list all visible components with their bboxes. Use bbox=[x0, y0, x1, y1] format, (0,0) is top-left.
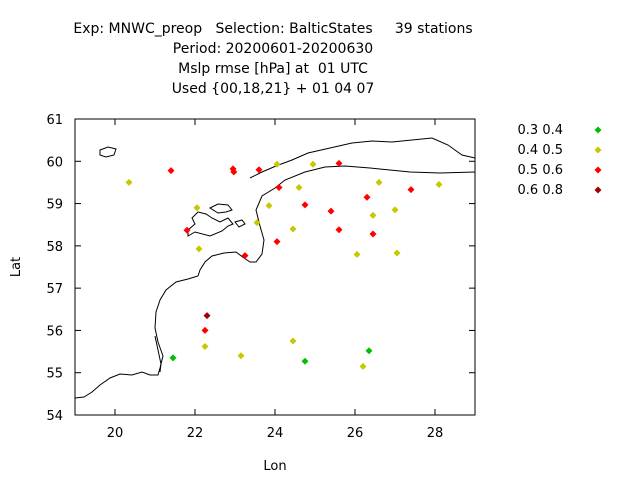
y-tick-label: 60 bbox=[46, 155, 63, 170]
data-point-series-1 bbox=[369, 211, 377, 219]
x-tick-label: 26 bbox=[347, 426, 364, 441]
data-point-series-1 bbox=[237, 352, 245, 360]
data-point-series-2 bbox=[407, 186, 415, 194]
data-point-series-2 bbox=[183, 226, 191, 234]
data-point-series-2 bbox=[167, 167, 175, 175]
data-point-series-0 bbox=[169, 354, 177, 362]
y-tick-label: 57 bbox=[46, 282, 63, 297]
y-tick-label: 59 bbox=[46, 198, 63, 213]
chart-title-line-4: Used {00,18,21} + 01 04 07 bbox=[171, 81, 375, 97]
y-tick-label: 56 bbox=[46, 324, 63, 339]
data-point-series-3 bbox=[203, 312, 211, 320]
data-point-series-1 bbox=[391, 206, 399, 214]
data-point-series-1 bbox=[375, 178, 383, 186]
data-point-series-1 bbox=[435, 181, 443, 189]
data-point-series-1 bbox=[295, 184, 303, 192]
data-point-series-1 bbox=[289, 337, 297, 345]
data-point-series-1 bbox=[353, 250, 361, 258]
x-tick-label: 20 bbox=[107, 426, 124, 441]
data-point-series-2 bbox=[335, 159, 343, 167]
data-point-series-2 bbox=[273, 238, 281, 246]
chart-title-line-2: Period: 20200601-20200630 bbox=[172, 41, 374, 57]
legend: 0.3 0.4 0.4 0.5 0.5 0.6 0.6 0.8 bbox=[518, 123, 602, 198]
data-point-series-1 bbox=[273, 160, 281, 168]
x-tick-label: 24 bbox=[267, 426, 284, 441]
data-point-series-2 bbox=[230, 168, 238, 176]
data-point-series-2 bbox=[301, 201, 309, 209]
legend-label: 0.3 0.4 bbox=[518, 123, 563, 138]
chart-title-line-3: Mslp rmse [hPa] at 01 UTC bbox=[178, 61, 368, 77]
legend-marker bbox=[594, 126, 602, 134]
legend-label: 0.5 0.6 bbox=[518, 163, 563, 178]
data-point-series-1 bbox=[289, 225, 297, 233]
chart-title-line-1: Exp: MNWC_preop Selection: BalticStates … bbox=[73, 21, 473, 37]
data-point-series-2 bbox=[255, 166, 263, 174]
legend-label: 0.4 0.5 bbox=[518, 143, 563, 158]
data-point-series-1 bbox=[201, 342, 209, 350]
y-tick-label: 54 bbox=[46, 409, 63, 424]
data-point-series-2 bbox=[369, 230, 377, 238]
y-tick-label: 58 bbox=[46, 240, 63, 255]
y-tick-label: 55 bbox=[46, 367, 63, 382]
data-point-series-0 bbox=[365, 347, 373, 355]
coastline-map bbox=[74, 137, 476, 399]
data-point-series-0 bbox=[301, 357, 309, 365]
data-point-series-2 bbox=[241, 252, 249, 260]
data-point-series-1 bbox=[309, 160, 317, 168]
data-point-series-2 bbox=[335, 226, 343, 234]
x-tick-label: 22 bbox=[187, 426, 204, 441]
legend-marker bbox=[594, 146, 602, 154]
legend-label: 0.6 0.8 bbox=[518, 183, 563, 198]
data-point-series-1 bbox=[193, 204, 201, 212]
data-point-series-1 bbox=[265, 202, 273, 210]
data-point-series-1 bbox=[195, 245, 203, 253]
legend-marker bbox=[594, 166, 602, 174]
data-point-series-1 bbox=[393, 249, 401, 257]
x-axis-label: Lon bbox=[263, 459, 286, 474]
y-tick-label: 61 bbox=[46, 113, 63, 128]
data-point-series-1 bbox=[359, 362, 367, 370]
data-point-series-1 bbox=[253, 219, 261, 227]
data-point-series-2 bbox=[327, 207, 335, 215]
x-tick-label: 28 bbox=[427, 426, 444, 441]
legend-marker bbox=[594, 186, 602, 194]
data-point-series-1 bbox=[125, 178, 133, 186]
data-point-series-2 bbox=[363, 193, 371, 201]
y-axis-label: Lat bbox=[9, 257, 24, 277]
data-point-series-2 bbox=[201, 326, 209, 334]
data-point-series-2 bbox=[275, 184, 283, 192]
